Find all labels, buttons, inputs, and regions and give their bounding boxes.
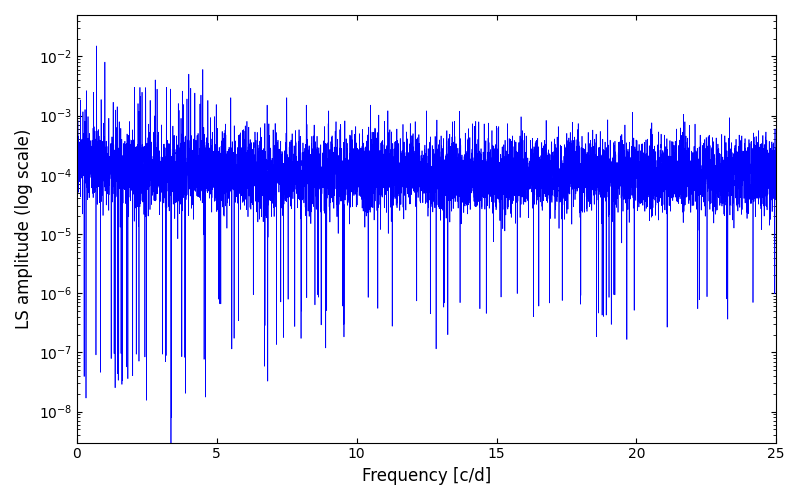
X-axis label: Frequency [c/d]: Frequency [c/d]: [362, 467, 491, 485]
Y-axis label: LS amplitude (log scale): LS amplitude (log scale): [15, 128, 33, 329]
